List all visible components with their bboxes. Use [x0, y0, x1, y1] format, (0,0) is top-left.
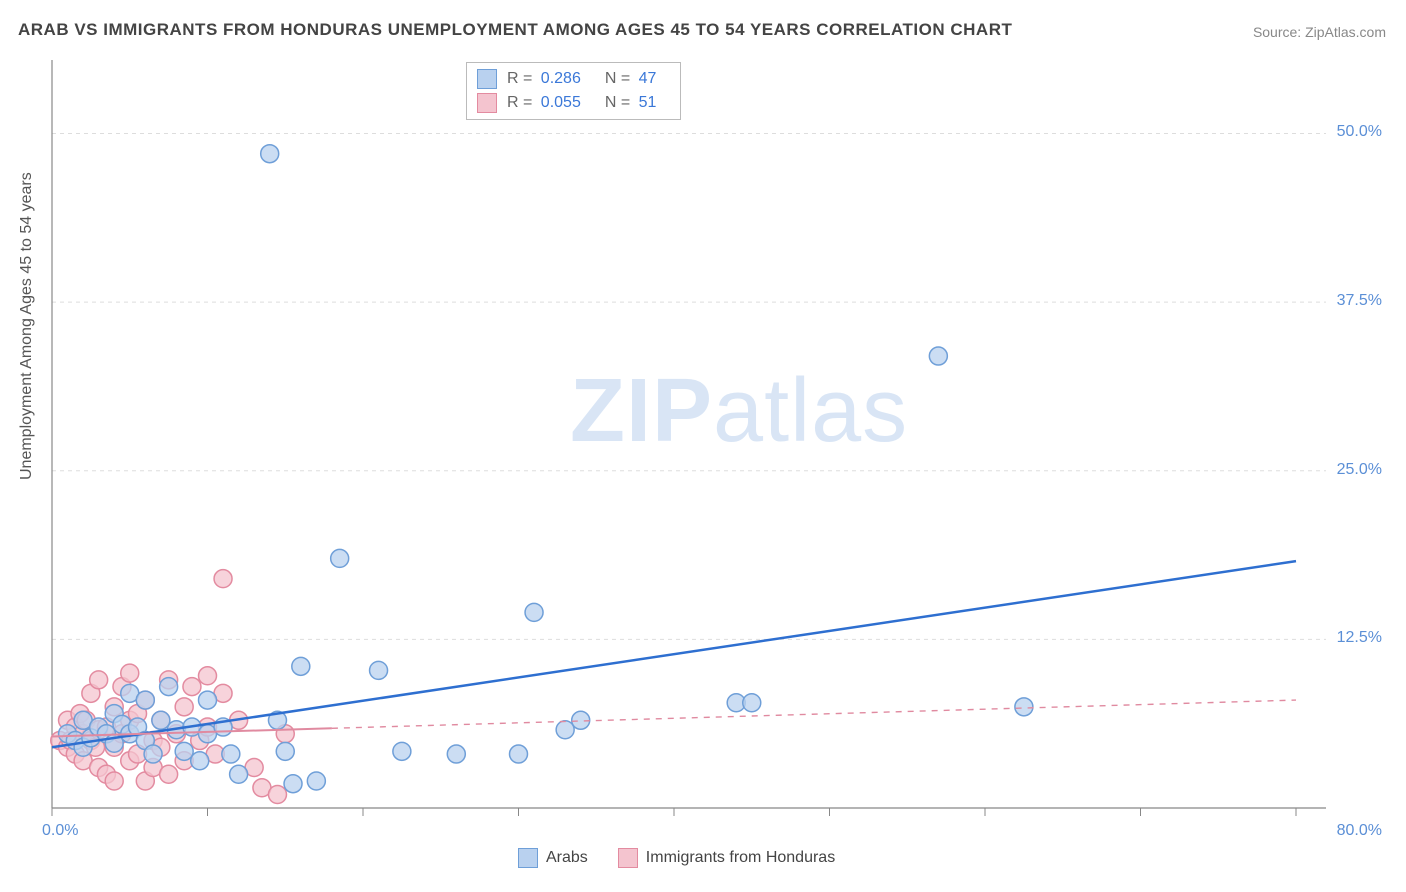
legend-swatch [518, 848, 538, 868]
chart-title: ARAB VS IMMIGRANTS FROM HONDURAS UNEMPLO… [18, 20, 1012, 40]
legend-swatch [477, 93, 497, 113]
legend-item-arabs: Arabs [518, 848, 588, 868]
chart-container: ARAB VS IMMIGRANTS FROM HONDURAS UNEMPLO… [0, 0, 1406, 892]
x-tick: 0.0% [42, 822, 78, 840]
legend-r: R = 0.055 [507, 94, 595, 112]
legend-row-honduras: R = 0.055 N = 51 [477, 91, 670, 115]
y-tick: 12.5% [1337, 629, 1382, 647]
legend-r: R = 0.286 [507, 70, 595, 88]
source-label: Source: ZipAtlas.com [1253, 24, 1386, 40]
legend-n: N = 51 [605, 94, 671, 112]
legend-swatch [618, 848, 638, 868]
legend-correlation: R = 0.286 N = 47 R = 0.055 N = 51 [466, 62, 681, 120]
legend-row-arabs: R = 0.286 N = 47 [477, 67, 670, 91]
y-tick: 37.5% [1337, 292, 1382, 310]
legend-item-honduras: Immigrants from Honduras [618, 848, 835, 868]
y-axis-label: Unemployment Among Ages 45 to 54 years [18, 172, 36, 480]
scatter-plot [48, 60, 1346, 830]
legend-n: N = 47 [605, 70, 671, 88]
y-tick: 50.0% [1337, 123, 1382, 141]
legend-swatch [477, 69, 497, 89]
y-tick: 25.0% [1337, 461, 1382, 479]
legend-name: Arabs [546, 849, 588, 867]
legend-series: Arabs Immigrants from Honduras [518, 848, 835, 868]
x-tick: 80.0% [1337, 822, 1382, 840]
legend-name: Immigrants from Honduras [646, 849, 835, 867]
